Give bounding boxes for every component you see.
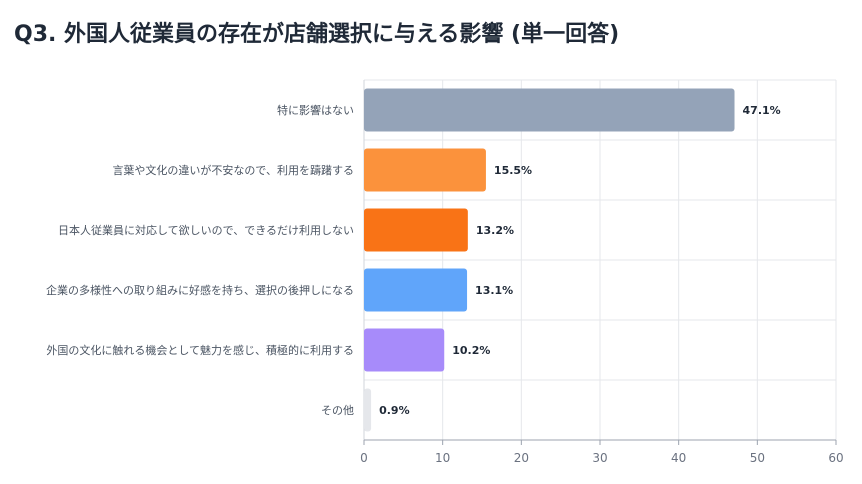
- category-label: その他: [321, 404, 354, 417]
- value-label: 15.5%: [494, 164, 532, 177]
- category-label: 特に影響はない: [277, 103, 354, 117]
- category-label: 外国の文化に触れる機会として魅力を感じ、積極的に利用する: [46, 343, 354, 357]
- value-label: 10.2%: [452, 344, 490, 357]
- category-label: 日本人従業員に対応して欲しいので、できるだけ利用しない: [58, 223, 354, 237]
- category-label: 企業の多様性への取り組みに好感を持ち、選択の後押しになる: [46, 283, 354, 297]
- value-label: 13.1%: [475, 284, 513, 297]
- value-labels: 47.1% 15.5% 13.2% 13.1% 10.2% 0.9%: [379, 104, 781, 417]
- category-label: 言葉や文化の違いが不安なので、利用を躊躇する: [112, 163, 354, 177]
- grid: [363, 79, 837, 441]
- bars: [364, 88, 735, 432]
- x-tick-label: 0: [360, 451, 368, 465]
- chart-title: Q3. 外国人従業員の存在が店舗選択に与える影響 (単一回答): [14, 22, 620, 47]
- x-tick-label: 60: [828, 451, 843, 465]
- value-label: 13.2%: [476, 224, 514, 237]
- bar: [364, 388, 372, 432]
- bar: [364, 328, 445, 372]
- bar: [364, 148, 486, 192]
- x-tick-label: 50: [750, 451, 765, 465]
- x-tick-label: 40: [671, 451, 686, 465]
- value-label: 0.9%: [379, 404, 410, 417]
- category-labels: 特に影響はない言葉や文化の違いが不安なので、利用を躊躇する日本人従業員に対応して…: [46, 103, 354, 417]
- x-axis-ticks: 0 10 20 30 40 50 60: [360, 440, 844, 465]
- bar: [364, 88, 735, 132]
- bar: [364, 268, 468, 312]
- x-tick-label: 30: [592, 451, 607, 465]
- x-tick-label: 20: [514, 451, 529, 465]
- value-label: 47.1%: [743, 104, 781, 117]
- bar: [364, 208, 468, 252]
- x-tick-label: 10: [435, 451, 450, 465]
